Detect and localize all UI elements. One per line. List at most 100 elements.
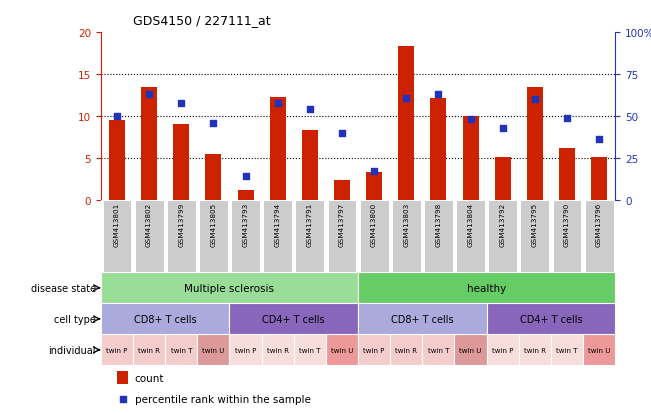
Text: Multiple sclerosis: Multiple sclerosis — [184, 283, 275, 293]
Bar — [109, 121, 125, 200]
Text: twin T: twin T — [171, 347, 192, 353]
Bar — [199, 200, 228, 273]
Bar — [486, 304, 615, 335]
Bar — [133, 335, 165, 366]
Point — [530, 97, 540, 103]
Text: twin U: twin U — [331, 347, 353, 353]
Bar — [326, 335, 358, 366]
Text: GSM413794: GSM413794 — [275, 202, 281, 247]
Text: CD4+ T cells: CD4+ T cells — [262, 314, 325, 324]
Bar — [117, 372, 128, 384]
Bar — [519, 335, 551, 366]
Text: CD4+ T cells: CD4+ T cells — [519, 314, 582, 324]
Point — [594, 137, 604, 143]
Bar — [229, 304, 358, 335]
Point — [465, 117, 476, 123]
Text: GSM413790: GSM413790 — [564, 202, 570, 247]
Text: twin U: twin U — [202, 347, 225, 353]
Bar — [358, 304, 486, 335]
Bar — [102, 200, 132, 273]
Bar — [173, 125, 189, 200]
Text: GSM413791: GSM413791 — [307, 202, 313, 247]
Bar — [296, 200, 324, 273]
Text: GSM413802: GSM413802 — [146, 202, 152, 247]
Bar — [101, 273, 358, 304]
Point — [144, 92, 154, 98]
Text: CD8+ T cells: CD8+ T cells — [134, 314, 197, 324]
Text: percentile rank within the sample: percentile rank within the sample — [135, 394, 311, 404]
Bar — [585, 200, 614, 273]
Bar — [141, 88, 157, 200]
Text: CD8+ T cells: CD8+ T cells — [391, 314, 454, 324]
Text: GSM413799: GSM413799 — [178, 202, 184, 247]
Point — [369, 169, 380, 175]
Bar — [205, 154, 221, 200]
Bar — [135, 200, 163, 273]
Text: healthy: healthy — [467, 283, 506, 293]
Text: disease state: disease state — [31, 283, 96, 293]
Bar — [366, 173, 382, 200]
Text: twin P: twin P — [363, 347, 385, 353]
Bar — [486, 335, 519, 366]
Bar — [101, 335, 133, 366]
Bar — [462, 116, 478, 200]
Point — [273, 100, 283, 107]
Bar — [358, 335, 390, 366]
Point — [562, 115, 572, 122]
Bar — [430, 99, 447, 200]
Point — [337, 130, 347, 137]
Text: GSM413795: GSM413795 — [532, 202, 538, 247]
Point — [401, 95, 411, 102]
Text: twin T: twin T — [556, 347, 577, 353]
Bar — [520, 200, 549, 273]
Text: twin P: twin P — [106, 347, 128, 353]
Text: GSM413792: GSM413792 — [500, 202, 506, 247]
Text: GSM413796: GSM413796 — [596, 202, 602, 247]
Text: twin R: twin R — [524, 347, 546, 353]
Text: cell type: cell type — [54, 314, 96, 324]
Bar — [263, 200, 292, 273]
Text: GSM413793: GSM413793 — [243, 202, 249, 247]
Point — [240, 173, 251, 180]
Point — [208, 120, 219, 127]
Text: twin T: twin T — [299, 347, 320, 353]
Bar — [302, 131, 318, 200]
Bar — [424, 200, 453, 273]
Text: twin U: twin U — [460, 347, 482, 353]
Text: GSM413801: GSM413801 — [114, 202, 120, 247]
Text: GSM413803: GSM413803 — [403, 202, 409, 247]
Bar — [197, 335, 229, 366]
Point — [112, 113, 122, 120]
Text: twin R: twin R — [138, 347, 160, 353]
Text: GSM413797: GSM413797 — [339, 202, 345, 247]
Bar — [553, 200, 581, 273]
Bar — [551, 335, 583, 366]
Text: GSM413804: GSM413804 — [467, 202, 473, 247]
Bar — [165, 335, 197, 366]
Text: twin P: twin P — [235, 347, 256, 353]
Bar — [591, 158, 607, 200]
Text: individual: individual — [48, 345, 96, 355]
Bar — [294, 335, 326, 366]
Bar — [392, 200, 421, 273]
Bar — [583, 335, 615, 366]
Bar — [231, 200, 260, 273]
Bar — [238, 190, 254, 200]
Point — [433, 92, 443, 98]
Bar — [327, 200, 357, 273]
Text: twin R: twin R — [395, 347, 417, 353]
Bar — [454, 335, 487, 366]
Point — [497, 125, 508, 132]
Text: GSM413798: GSM413798 — [436, 202, 441, 247]
Bar — [390, 335, 422, 366]
Bar — [358, 273, 615, 304]
Point — [117, 396, 128, 403]
Bar — [359, 200, 389, 273]
Text: twin P: twin P — [492, 347, 514, 353]
Text: twin R: twin R — [267, 347, 288, 353]
Text: GDS4150 / 227111_at: GDS4150 / 227111_at — [133, 14, 271, 27]
Point — [176, 100, 186, 107]
Text: count: count — [135, 373, 164, 382]
Bar — [488, 200, 517, 273]
Bar — [398, 47, 414, 200]
